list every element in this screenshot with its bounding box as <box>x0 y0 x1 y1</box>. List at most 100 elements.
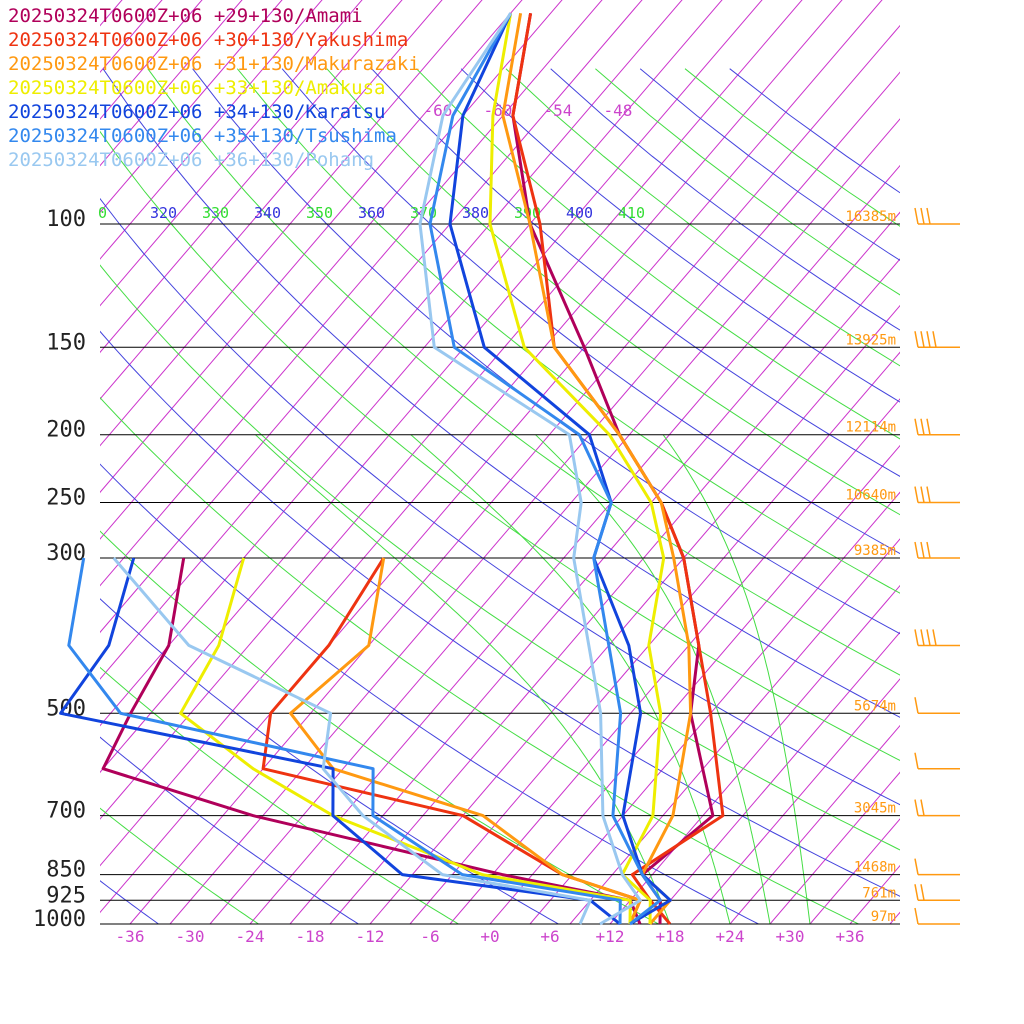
wind-barb-flag <box>926 629 931 646</box>
dry-adiabat-line <box>147 68 900 676</box>
isotherm-line <box>930 0 1024 924</box>
dry-adiabat-line <box>100 130 900 762</box>
height-label: 10640m <box>845 488 896 504</box>
temperature-tick-label: +18 <box>656 927 685 946</box>
isotherm-line <box>209 118 900 924</box>
isotherm-line <box>889 911 900 924</box>
pressure-tick-label: 100 <box>46 207 86 232</box>
theta-label: 320 <box>150 204 177 222</box>
wind-barb-flag <box>932 331 937 348</box>
isotherm-line <box>289 211 900 924</box>
wind-barbs <box>914 207 960 925</box>
dry-adiabat-line <box>100 880 160 924</box>
isotherm-line <box>249 164 900 924</box>
isotherm-line <box>100 0 523 494</box>
isotherm-line <box>100 0 403 354</box>
temperature-tick-label: +12 <box>596 927 625 946</box>
dewpoint-profile-line <box>112 557 592 925</box>
height-label: 5674m <box>854 698 896 714</box>
legend-entry: 20250324T0600Z+06 +35+130/Tsushima <box>8 125 397 147</box>
theta-label: 340 <box>254 204 281 222</box>
dewpoint-profile-line <box>59 557 621 926</box>
height-label: 9385m <box>854 543 896 559</box>
dry-adiabat-line <box>416 68 900 440</box>
legend-entry: 20250324T0600Z+06 +29+130/Amami <box>8 5 363 27</box>
legend-entry: 20250324T0600Z+06 +34+130/Karatsu <box>8 101 386 123</box>
isotherm-line <box>100 0 723 727</box>
temperature-profile-line <box>511 13 715 925</box>
dry-adiabat-line <box>236 68 900 594</box>
height-label: 16385m <box>845 209 896 225</box>
wind-barb-flag <box>926 541 931 559</box>
wind-barb-flag <box>920 541 925 559</box>
wind-barb-flag <box>914 752 919 769</box>
wind-barb-flag <box>920 331 925 348</box>
pressure-tick-label: 250 <box>46 486 86 511</box>
isobar-lines <box>100 223 900 925</box>
isotherm-line <box>529 491 900 924</box>
temperature-profile-line <box>488 13 666 925</box>
dry-adiabat-line <box>326 68 900 516</box>
isotherm-line <box>369 304 900 924</box>
dry-adiabat-line <box>100 197 900 806</box>
temperature-tick-label: +30 <box>776 927 805 946</box>
height-label: 3045m <box>854 801 896 817</box>
isotherm-line <box>649 631 900 924</box>
isotherm-line <box>100 0 843 867</box>
temperature-tick-label: +24 <box>716 927 745 946</box>
dry-adiabat-line <box>100 736 360 924</box>
dry-adiabat-lines <box>100 68 900 924</box>
wind-barb-flag <box>914 541 919 559</box>
moist-adiabat-line <box>410 434 731 924</box>
dry-adiabat-line <box>100 264 900 851</box>
pressure-tick-label: 700 <box>46 799 86 824</box>
moist-adiabat-line <box>255 434 671 924</box>
pressure-tick-label: 1000 <box>33 907 86 932</box>
theta-label: 380 <box>462 204 489 222</box>
temperature-tick-label: -30 <box>176 927 205 946</box>
dry-adiabat-line <box>100 598 560 924</box>
height-label: 13925m <box>845 332 896 348</box>
temperature-axis-labels: -36 -30 -24 -18 -12 -6 +0 +6 +12 +18 +24 +30 +36 <box>116 927 865 946</box>
isotherm-label: -60 <box>484 101 513 120</box>
pressure-tick-label: 200 <box>46 418 86 443</box>
isotherm-line <box>609 584 900 924</box>
wind-barb-flag <box>914 207 919 225</box>
dry-adiabat-line <box>100 530 660 924</box>
wind-barb-flag <box>914 697 919 714</box>
dry-adiabat-line <box>192 68 900 635</box>
wind-barb-flag <box>914 418 919 435</box>
isotherm-line <box>449 398 900 924</box>
theta-label: 330 <box>202 204 229 222</box>
isotherm-line <box>809 818 900 924</box>
wind-barb-flag <box>926 418 931 435</box>
wind-barb-flag <box>914 486 919 503</box>
isotherm-line <box>489 444 900 924</box>
wind-barb-flag <box>914 907 919 925</box>
temperature-tick-label: -18 <box>296 927 325 946</box>
temperature-tick-label: -36 <box>116 927 145 946</box>
wind-barb-flag <box>926 331 931 348</box>
wind-barb-flag <box>920 629 925 646</box>
isotherm-line <box>169 71 900 924</box>
theta-labels: 0 320 330 340 350 360 370 380 390 400 410 <box>98 204 645 222</box>
height-label: 761m <box>862 885 896 901</box>
temperature-tick-label: +0 <box>480 927 499 946</box>
height-label: 1468m <box>854 860 896 876</box>
dry-adiabat-line <box>100 330 900 897</box>
isotherm-line <box>100 0 683 680</box>
dry-adiabat-line <box>281 68 900 555</box>
pressure-tick-label: 300 <box>46 541 86 566</box>
isotherm-line <box>409 351 900 924</box>
height-label: 12114m <box>845 420 896 436</box>
isotherm-line <box>100 0 483 447</box>
theta-label: 350 <box>306 204 333 222</box>
temperature-tick-label: -24 <box>236 927 265 946</box>
moist-adiabat-line <box>535 434 771 924</box>
temperature-tick-label: -6 <box>420 927 439 946</box>
dry-adiabat-line <box>371 68 900 477</box>
pressure-tick-label: 850 <box>46 858 86 883</box>
height-labels: 16385m 13925m 12114m 10640m 9385m 5674m 3045m 1… <box>845 209 896 925</box>
